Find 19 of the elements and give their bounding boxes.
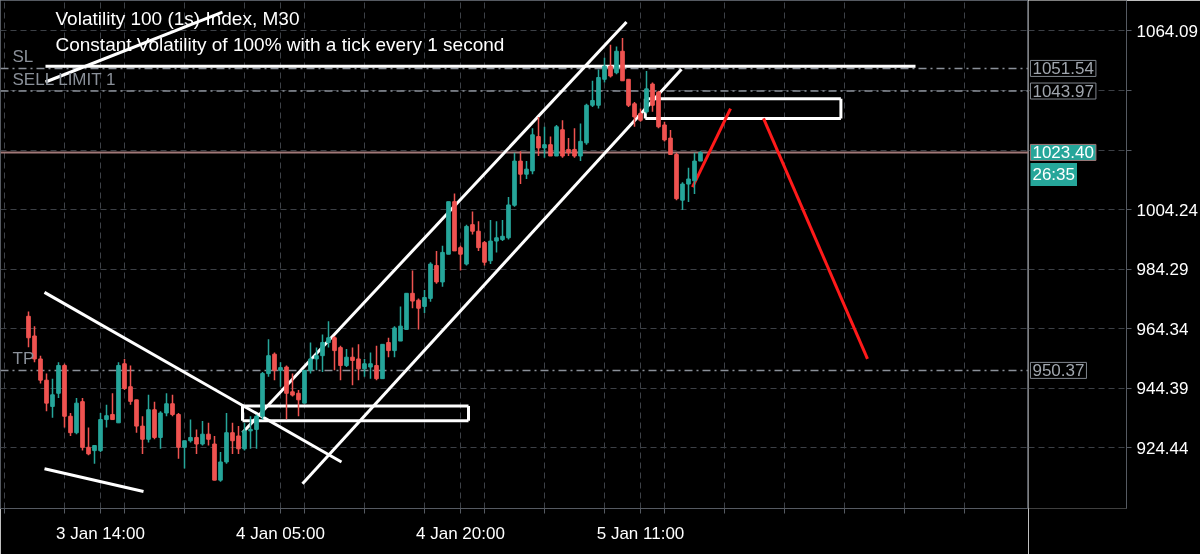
x-tick-label: 3 Jan 14:00 [56,523,145,543]
x-tick-label: 4 Jan 05:00 [236,523,325,543]
y-tick-label: 1004.24 [1136,200,1198,220]
ref-line-label: 1043.97 [1032,82,1094,102]
y-tick-label: 964.34 [1136,319,1189,339]
annotation: SL [12,47,34,67]
y-tick-label: 924.44 [1136,438,1189,458]
y-tick-label: 944.39 [1136,379,1189,399]
y-tick-label: 1064.09 [1136,21,1198,41]
ref-line-label: 1023.40 [1032,143,1094,163]
text: 26:35 [1032,164,1076,184]
ref-line-label: 1051.54 [1032,59,1094,79]
annotation: SELL LIMIT 1 [12,70,116,90]
annotation: TP [12,349,35,369]
x-tick-label: 4 Jan 20:00 [416,523,505,543]
text: Constant Volatility of 100% with a tick every 1 second [55,33,505,55]
y-tick-label: 984.29 [1136,260,1189,280]
x-tick-label: 5 Jan 11:00 [596,523,685,543]
ref-line-label: 950.37 [1032,361,1085,381]
